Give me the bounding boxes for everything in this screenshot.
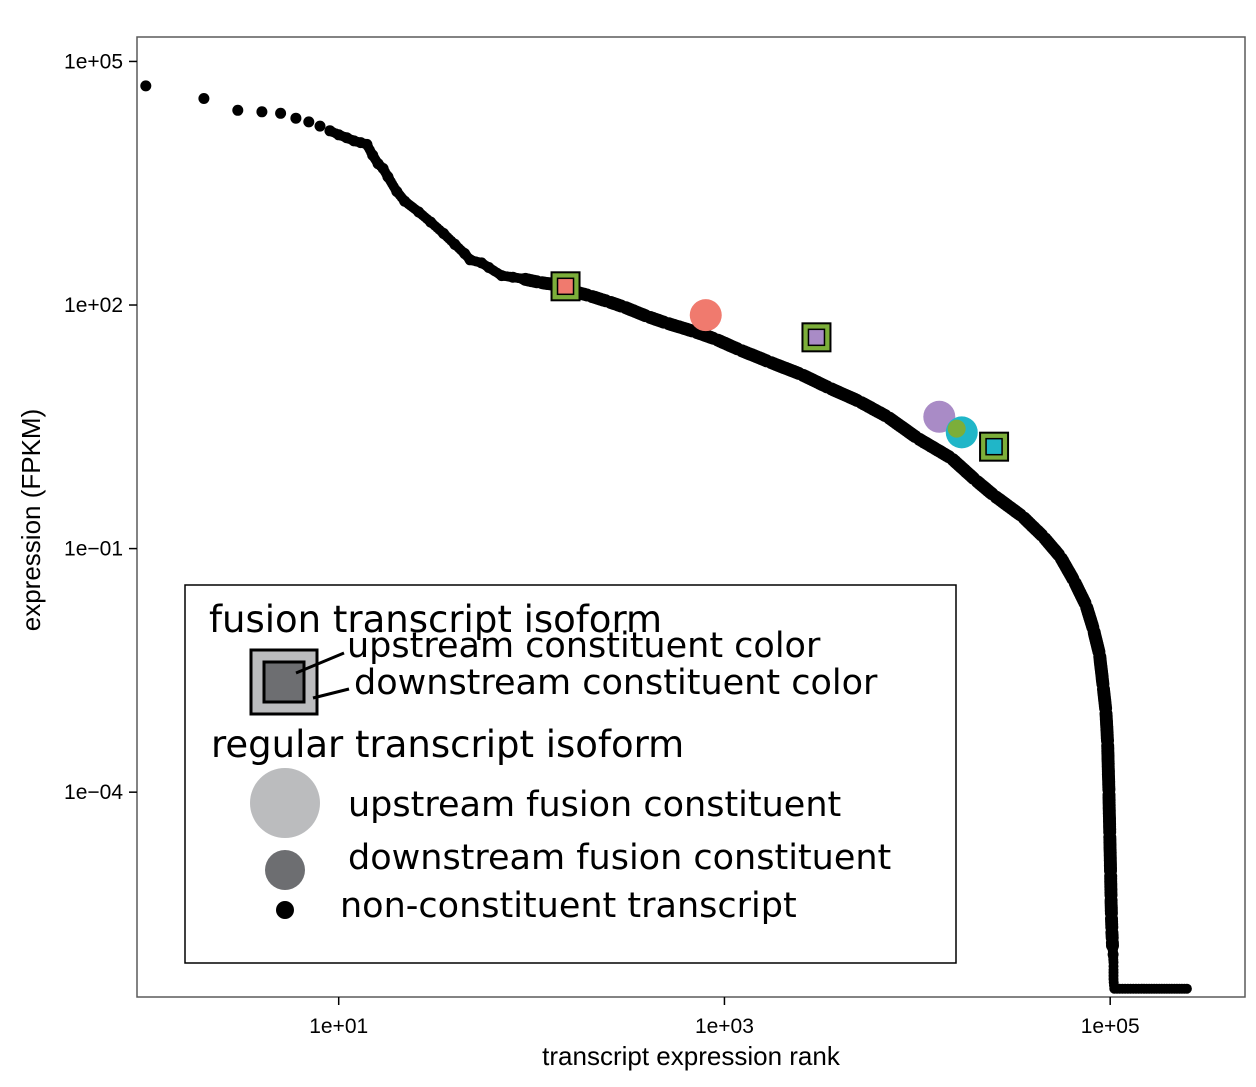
- y-tick-label: 1e−01: [64, 538, 123, 561]
- legend-upstream-label: upstream fusion constituent: [348, 785, 841, 825]
- legend-upstream-color-label: upstream constituent color: [347, 626, 821, 666]
- transcript-point: [290, 112, 302, 124]
- transcript-point: [1181, 983, 1192, 994]
- upstream-constituent-point: [923, 400, 956, 433]
- transcript-point: [303, 116, 315, 128]
- x-axis-label: transcript expression rank: [542, 1041, 841, 1071]
- legend-nonconstituent-label: non-constituent transcript: [340, 886, 797, 926]
- x-axis-ticks: 1e+01 1e+03 1e+05: [309, 997, 1140, 1038]
- transcript-point: [140, 80, 152, 92]
- legend-downstream-swatch: [265, 850, 305, 890]
- legend-upstream-swatch: [250, 768, 320, 838]
- y-tick-label: 1e+02: [64, 294, 123, 317]
- x-tick-label: 1e+03: [695, 1015, 754, 1038]
- legend: fusion transcript isoform upstream const…: [184, 584, 957, 964]
- legend-downstream-label: downstream fusion constituent: [348, 838, 891, 878]
- downstream-constituent-point: [947, 419, 966, 438]
- y-tick-label: 1e−04: [64, 781, 123, 804]
- legend-regular-heading: regular transcript isoform: [211, 723, 684, 766]
- y-axis-ticks: 1e+05 1e+02 1e−01 1e−04: [64, 50, 137, 804]
- legend-downstream-color-label: downstream constituent color: [354, 663, 878, 703]
- fusion-isoform-inner: [985, 437, 1003, 456]
- transcript-point: [256, 106, 268, 118]
- fusion-isoform-outer: [801, 322, 832, 353]
- transcript-point: [232, 104, 244, 116]
- y-axis-label: expression (FPKM): [16, 409, 46, 632]
- x-tick-label: 1e+01: [309, 1015, 368, 1038]
- fusion-isoform-inner: [807, 328, 826, 347]
- x-tick-label: 1e+05: [1081, 1015, 1140, 1038]
- legend-downstream-pointer: [312, 687, 350, 700]
- upstream-constituent-point: [689, 299, 722, 332]
- transcript-point: [198, 93, 210, 104]
- transcript-point: [275, 107, 287, 119]
- y-tick-label: 1e+05: [64, 50, 123, 73]
- legend-fusion-swatch-inner: [262, 660, 306, 704]
- data-marks: [140, 80, 1192, 994]
- transcript-point: [314, 120, 326, 132]
- fusion-isoform-inner: [556, 277, 575, 296]
- legend-box: [184, 584, 957, 964]
- legend-upstream-pointer: [295, 651, 345, 675]
- legend-fusion-heading: fusion transcript isoform: [209, 598, 662, 641]
- legend-nonconstituent-swatch: [276, 901, 294, 919]
